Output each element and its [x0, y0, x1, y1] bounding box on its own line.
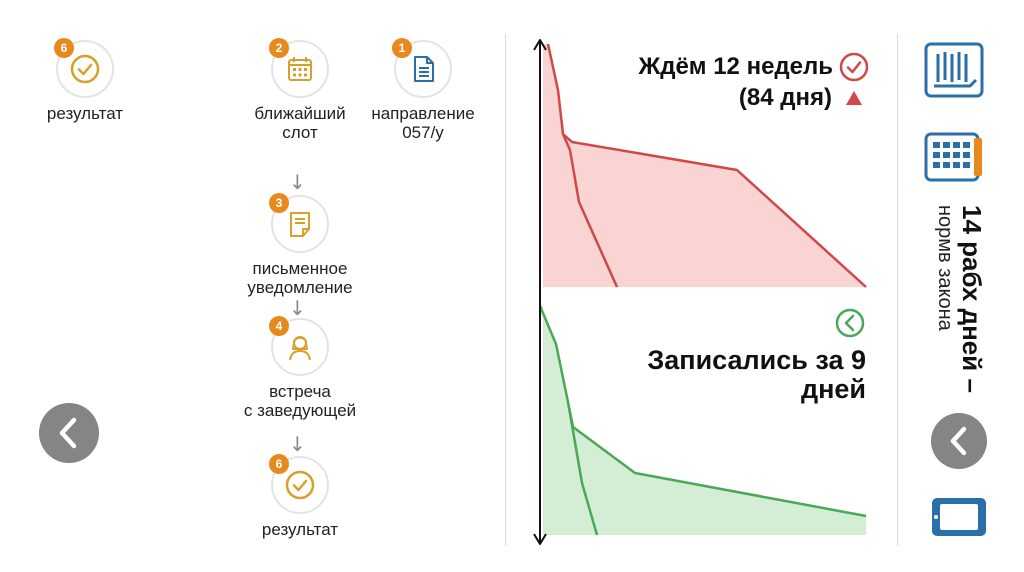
step-written-notice[interactable]: 3 письменное уведомление — [235, 193, 365, 297]
step-number-badge: 3 — [269, 193, 289, 213]
red-panel-title: Ждём 12 недель — [638, 53, 833, 80]
comparison-chart — [533, 39, 869, 545]
document-icon — [414, 56, 434, 82]
step-number-badge: 1 — [392, 38, 412, 58]
step-circle: 2 — [269, 38, 329, 98]
woman-avatar-icon — [289, 336, 311, 361]
check-circle-icon — [285, 470, 315, 500]
step-circle: 6 — [269, 454, 329, 514]
back-button-right[interactable] — [931, 413, 987, 469]
arrow-down-icon: ↓ — [289, 432, 306, 456]
note-icon — [290, 212, 310, 237]
step-circle: 1 — [392, 38, 452, 98]
axis-arrow-top — [533, 39, 547, 51]
arrow-down-icon: ↓ — [289, 296, 306, 320]
step-label: письменное уведомление — [247, 259, 353, 297]
step-referral[interactable]: 1 направление 057/у — [356, 38, 490, 142]
back-button-left[interactable] — [39, 403, 99, 463]
chevron-left-icon — [950, 426, 967, 456]
series-line-red-slow — [546, 43, 867, 288]
step-nearest-slot[interactable]: 2 ближайший слот — [240, 38, 360, 142]
check-mark — [846, 61, 862, 74]
norm-law-text: нормв закона — [934, 205, 956, 331]
step-number-badge: 6 — [54, 38, 74, 58]
triangle-up-icon — [846, 91, 862, 105]
step-meeting[interactable]: 4 встреча с заведующей — [230, 316, 370, 420]
step-circle: 6 — [54, 38, 114, 98]
step-label: результат — [46, 104, 124, 123]
divider — [897, 34, 898, 546]
calendar-button[interactable] — [924, 128, 986, 184]
back-circle-icon — [835, 308, 865, 338]
norm-days-text: 14 рабх дней – — [957, 205, 987, 393]
document-button[interactable] — [924, 42, 984, 98]
step-label: ближайший слот — [254, 104, 346, 142]
check-circle-icon — [839, 52, 869, 82]
calendar-grid-icon — [924, 132, 982, 182]
chevron-left-icon — [59, 417, 77, 449]
series-line-green-fast — [566, 401, 599, 536]
tablet-button[interactable] — [930, 496, 988, 538]
step-label: направление 057/у — [371, 104, 475, 142]
green-panel-subtitle: дней — [800, 374, 866, 404]
green-panel-title: Записались за 9 — [647, 345, 866, 375]
axis-arrow-bottom — [533, 533, 547, 545]
series-line-red-fast — [561, 133, 619, 288]
arrow-down-icon: ↓ — [289, 170, 306, 194]
law-norm-caption: 14 рабх дней – нормв закона — [925, 205, 987, 405]
document-lines-icon — [924, 42, 984, 98]
divider — [505, 34, 506, 546]
series-area-green — [540, 306, 866, 535]
step-result-top[interactable]: 6 результат — [40, 38, 130, 123]
step-number-badge: 6 — [269, 454, 289, 474]
calendar-icon — [288, 57, 312, 81]
chevron-left-icon — [844, 314, 855, 332]
step-circle: 4 — [269, 316, 329, 376]
step-number-badge: 2 — [269, 38, 289, 58]
red-panel-subtitle: (84 дня) — [738, 84, 832, 111]
step-number-badge: 4 — [269, 316, 289, 336]
step-result-bottom[interactable]: 6 результат — [250, 454, 350, 539]
check-circle-icon — [70, 54, 100, 84]
tablet-icon — [932, 498, 986, 536]
step-label: встреча с заведующей — [243, 382, 357, 420]
step-circle: 3 — [269, 193, 329, 253]
step-label: результат — [261, 520, 339, 539]
